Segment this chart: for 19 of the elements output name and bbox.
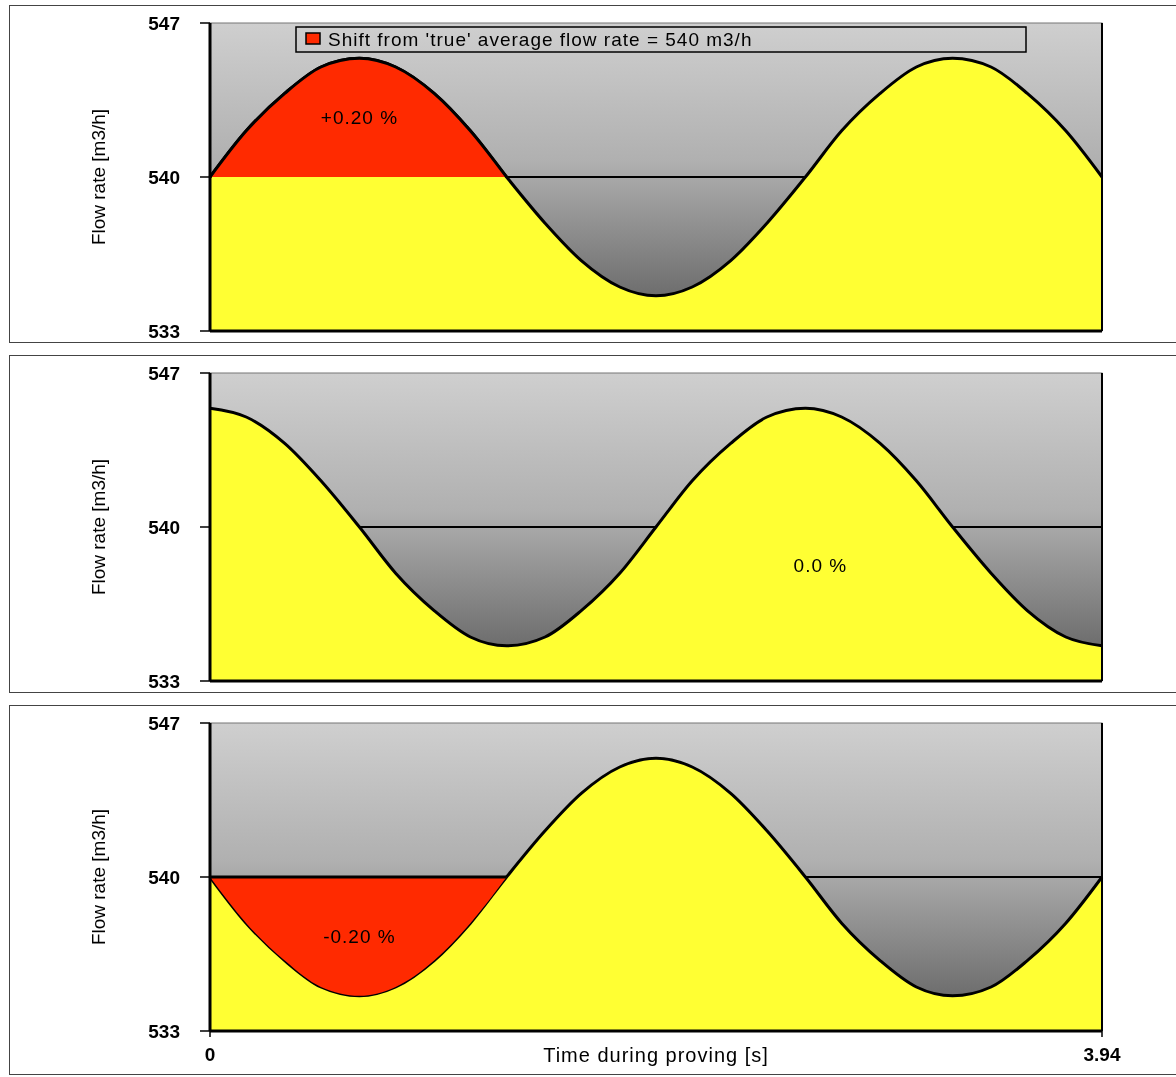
legend-label: Shift from 'true' average flow rate = 540 m3/h (328, 28, 753, 50)
annotation: 0.0 % (793, 554, 848, 576)
x-axis-title: Time during proving [s] (543, 1044, 769, 1066)
y-tick-label: 540 (148, 166, 180, 188)
y-tick-label: 547 (148, 12, 180, 34)
annotation: +0.20 % (320, 107, 399, 129)
y-tick-label: 533 (148, 670, 180, 692)
x-tick-label: 3.94 (1083, 1044, 1121, 1065)
y-tick-label: 533 (148, 320, 180, 342)
y-tick-label: 547 (148, 362, 180, 384)
y-tick-label: 540 (148, 516, 180, 538)
annotation: -0.20 % (323, 926, 396, 948)
x-tick-label: 0 (204, 1044, 216, 1065)
y-tick-label: 540 (148, 866, 180, 888)
y-axis-title: Flow rate [m3/h] (88, 808, 109, 946)
y-tick-label: 533 (148, 1020, 180, 1042)
y-tick-label: 547 (148, 712, 180, 734)
y-axis-title: Flow rate [m3/h] (88, 108, 109, 246)
y-axis-title: Flow rate [m3/h] (88, 458, 109, 596)
